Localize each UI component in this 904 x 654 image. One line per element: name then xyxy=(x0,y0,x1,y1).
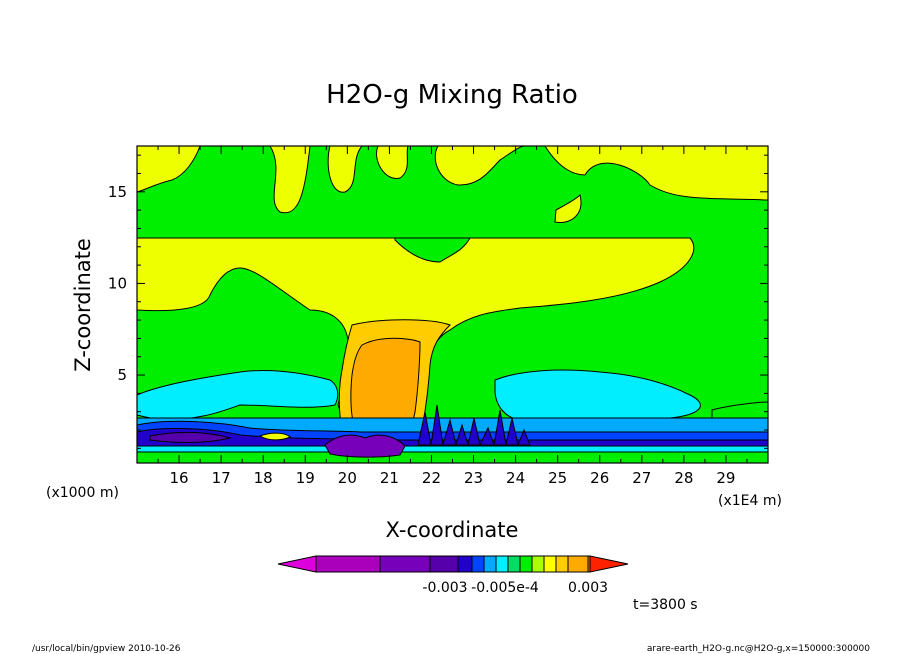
x-tick-label: 19 xyxy=(296,469,315,487)
y-tick-label: 5 xyxy=(117,366,127,384)
x-tick-label: 28 xyxy=(674,469,693,487)
colorbar-swatch-10 xyxy=(543,555,557,573)
x-tick-label: 23 xyxy=(464,469,483,487)
colorbar-swatch-6 xyxy=(495,555,509,573)
region-yellow-top-4 xyxy=(434,146,526,186)
region-purple-blobs xyxy=(324,434,406,458)
region-yellow-top-3 xyxy=(376,146,409,179)
x-tick-label: 24 xyxy=(506,469,525,487)
colorbar-swatch-8 xyxy=(519,555,533,573)
x-tick-label: 29 xyxy=(716,469,735,487)
x-tick-label: 22 xyxy=(422,469,441,487)
x-axis-label: X-coordinate xyxy=(386,518,519,542)
y-axis-label: Z-coordinate xyxy=(71,238,95,372)
colorbar-label-1: -0.003 xyxy=(422,580,467,596)
colorbar-swatch-3 xyxy=(457,555,473,573)
region-cyan-surface xyxy=(137,445,768,453)
colorbar-swatch-4 xyxy=(471,555,485,573)
y-tick-label: 15 xyxy=(108,183,127,201)
x-scale-label: (x1E4 m) xyxy=(718,493,782,509)
region-yellow-top-1 xyxy=(269,146,311,214)
x-tick-label: 18 xyxy=(254,469,273,487)
colorbar-arrow-right xyxy=(589,555,629,573)
colorbar-label-3: 0.003 xyxy=(568,580,608,596)
region-yellow-top-mid xyxy=(554,194,582,224)
x-tick-label: 27 xyxy=(632,469,651,487)
colorbar-swatch-11 xyxy=(555,555,569,573)
colorbar-swatch-1 xyxy=(379,555,431,573)
colorbar-swatch-7 xyxy=(507,555,521,573)
x-tick-label: 25 xyxy=(548,469,567,487)
colorbar-swatch-0 xyxy=(315,555,381,573)
x-axis-ticks: 16 17 18 19 20 21 22 23 24 25 26 27 28 29 xyxy=(157,146,748,487)
x-tick-label: 17 xyxy=(212,469,231,487)
y-axis-ticks: 5 10 15 xyxy=(108,154,768,449)
colorbar-swatch-2 xyxy=(429,555,459,573)
time-label: t=3800 s xyxy=(633,597,698,613)
colorbar-label-2: -0.005e-4 xyxy=(471,580,539,596)
region-navy-spikes xyxy=(417,404,531,447)
region-yellow-top-left xyxy=(137,146,201,193)
colorbar-swatch-5 xyxy=(483,555,497,573)
plot-area xyxy=(137,146,768,463)
region-green-surface xyxy=(137,451,768,463)
y-tick-label: 10 xyxy=(108,274,127,292)
region-yellow-top-right xyxy=(544,146,768,201)
footer-left: /usr/local/bin/gpview 2010-10-26 xyxy=(32,644,181,654)
colorbar xyxy=(277,555,629,573)
colorbar-arrow-left xyxy=(277,555,317,573)
footer-right: arare-earth_H2O-g.nc@H2O-g,x=150000:3000… xyxy=(647,644,870,654)
x-tick-label: 21 xyxy=(380,469,399,487)
colorbar-swatch-9 xyxy=(531,555,545,573)
x-tick-label: 20 xyxy=(338,469,357,487)
region-yellow-blob xyxy=(258,432,291,441)
region-yellow-top-2 xyxy=(327,146,363,193)
y-scale-label: (x1000 m) xyxy=(46,485,119,501)
x-tick-label: 26 xyxy=(590,469,609,487)
region-indigo-low xyxy=(149,431,232,443)
colorbar-swatch-12 xyxy=(567,555,589,573)
region-green-notch xyxy=(394,237,471,263)
chart-title: H2O-g Mixing Ratio xyxy=(326,80,578,110)
x-tick-label: 16 xyxy=(170,469,189,487)
